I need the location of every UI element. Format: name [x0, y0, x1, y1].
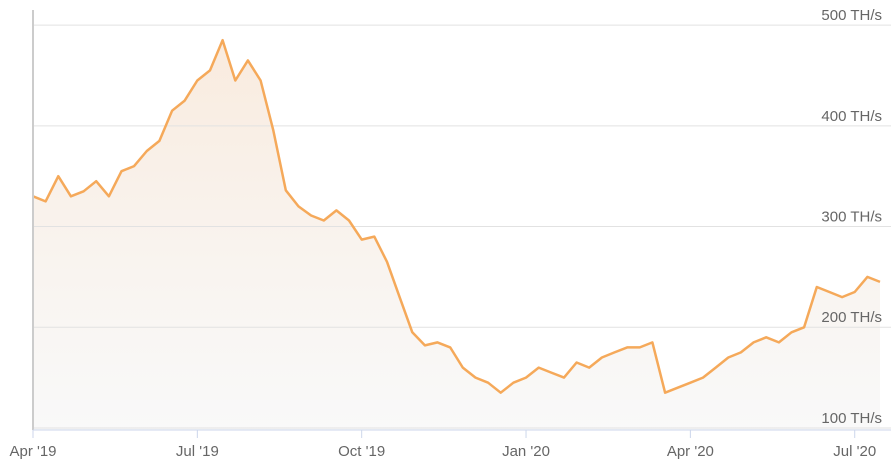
y-tick-label: 400 TH/s — [821, 108, 882, 125]
y-tick-label: 200 TH/s — [821, 309, 882, 326]
y-tick-label: 500 TH/s — [821, 7, 882, 24]
line — [32, 38, 881, 394]
y-tick-label: 300 TH/s — [821, 209, 882, 226]
y-tick-label: 100 TH/s — [821, 410, 882, 427]
x-tick-label: Apr '20 — [667, 443, 714, 460]
x-tick-label: Jan '20 — [502, 443, 550, 460]
x-tick-label: Oct '19 — [338, 443, 385, 460]
x-tick-label: Apr '19 — [9, 443, 56, 460]
area — [33, 40, 880, 430]
x-tick-label: Jul '19 — [176, 443, 219, 460]
x-tick-label: Jul '20 — [833, 443, 876, 460]
